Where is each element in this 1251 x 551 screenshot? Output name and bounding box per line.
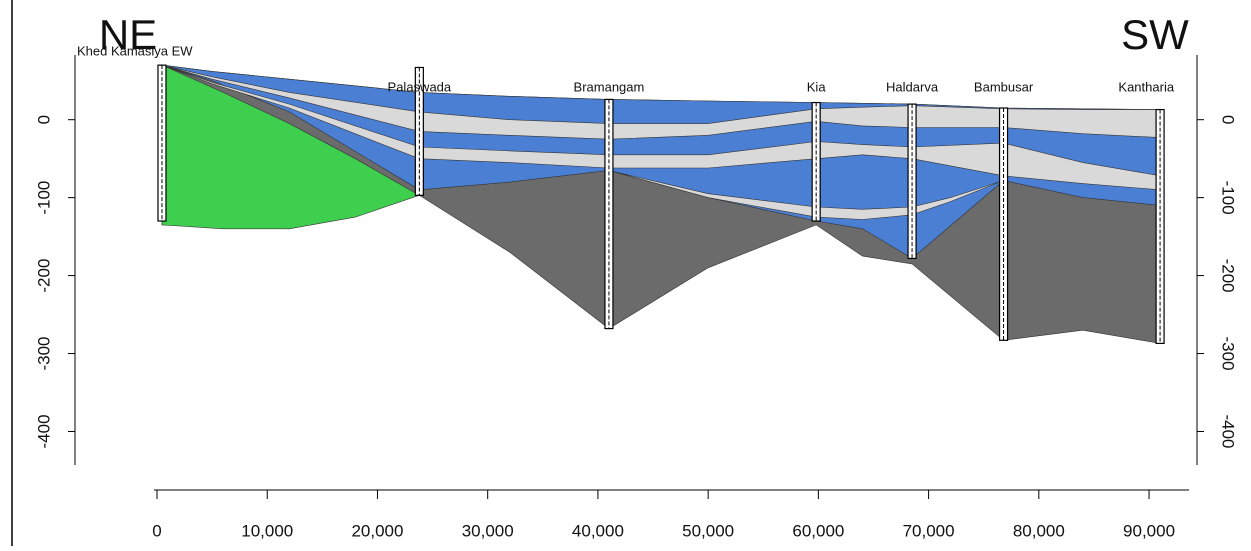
x-tick-label: 60,000 <box>792 521 844 540</box>
y-tick-label: 0 <box>34 115 53 124</box>
well <box>812 103 820 221</box>
y-tick-label: -300 <box>34 337 53 371</box>
x-tick-label: 90,000 <box>1123 521 1175 540</box>
y-tick-label: -100 <box>34 181 53 215</box>
chart: Khed Kamasiya EWPalaswadaBramangamKiaHal… <box>0 0 1251 546</box>
well <box>908 104 916 258</box>
x-tick-label: 30,000 <box>462 521 514 540</box>
x-tick-label: 80,000 <box>1013 521 1065 540</box>
y-tick-label: 0 <box>1219 115 1238 124</box>
direction-label: NE <box>99 11 157 58</box>
y-tick-label: -300 <box>1219 337 1238 371</box>
y-tick-label: -400 <box>1219 414 1238 448</box>
x-tick-label: 40,000 <box>572 521 624 540</box>
well-label: Palaswada <box>388 79 452 94</box>
x-tick-label: 10,000 <box>241 521 293 540</box>
y-tick-label: -200 <box>34 259 53 293</box>
x-tick-label: 50,000 <box>682 521 734 540</box>
y-tick-label: -200 <box>1219 259 1238 293</box>
direction-label: SW <box>1121 11 1189 58</box>
x-tick-label: 20,000 <box>351 521 403 540</box>
x-tick-label: 0 <box>152 521 161 540</box>
layers <box>162 65 1160 343</box>
well-label: Kantharia <box>1118 79 1174 94</box>
x-tick-label: 70,000 <box>903 521 955 540</box>
y-tick-label: -400 <box>34 414 53 448</box>
well-label: Bramangam <box>574 79 645 94</box>
well-label: Kia <box>807 79 827 94</box>
well-label: Bambusar <box>974 79 1034 94</box>
y-tick-label: -100 <box>1219 181 1238 215</box>
well-label: Haldarva <box>886 79 939 94</box>
